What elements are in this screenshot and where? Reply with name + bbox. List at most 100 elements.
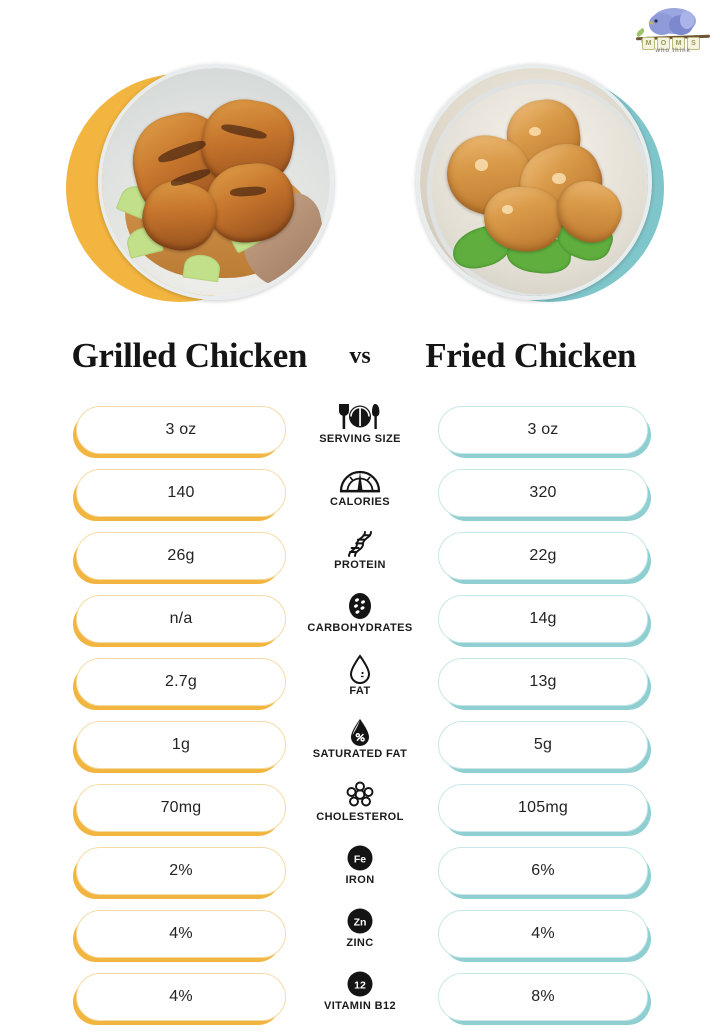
grilled-chicken-photo [98,64,334,300]
site-logo[interactable]: M O M S who think [634,6,712,66]
nutrient-label: CALORIES [329,496,391,508]
table-row: 4% Zn ZINC 4% [0,906,720,969]
left-value-pill[interactable]: 1g [76,721,286,769]
logo-letter: S [687,37,700,50]
logo-letter: O [657,37,670,50]
table-row: 2.7g FAT 13g [0,654,720,717]
nutrient-label: PROTEIN [334,559,386,571]
bird-on-branch-icon: M O M S [634,6,712,50]
nutrient-label-group: SERVING SIZE [290,402,430,465]
nutrient-label: SERVING SIZE [319,433,401,445]
right-value: 320 [529,484,557,501]
grilled-chicken-photo-block [48,58,348,316]
left-value: 4% [169,925,193,942]
left-value-pill[interactable]: 4% [76,910,286,958]
svg-text:Fe: Fe [354,853,366,865]
nutrient-label-group: CARBOHYDRATES [290,591,430,654]
nutrient-label: FAT [349,685,371,697]
title-left: Grilled Chicken [71,336,308,375]
b12-badge-icon: 12 [346,969,374,999]
right-value: 8% [531,988,555,1005]
nutrient-label-group: 12 VITAMIN B12 [290,969,430,1032]
table-row: 4% 12 VITAMIN B12 8% [0,969,720,1032]
right-value-pill[interactable]: 320 [438,469,648,517]
right-value: 5g [533,736,553,753]
svg-text:12: 12 [354,979,366,991]
right-value-pill[interactable]: 105mg [438,784,648,832]
right-value: 22g [529,547,557,564]
logo-tagline: who think [655,48,691,54]
zn-badge-icon: Zn [346,906,374,936]
nutrient-label-group: CHOLESTEROL [290,780,430,843]
table-row: 3 oz SERVING SIZE 3 oz [0,402,720,465]
droplet-outline-icon [348,654,372,684]
grain-bread-icon [345,591,375,621]
left-value: 70mg [160,799,202,816]
right-value-pill[interactable]: 6% [438,847,648,895]
fried-chicken-photo [416,64,652,300]
right-value: 3 oz [527,421,559,438]
table-row: 26g PROTEIN 22g [0,528,720,591]
right-value-pill[interactable]: 3 oz [438,406,648,454]
nutrition-comparison-table: 3 oz SERVING SIZE 3 oz 140 [0,402,720,1032]
left-value: 2.7g [165,673,197,690]
right-value: 13g [529,673,557,690]
left-value: 4% [169,988,193,1005]
left-value: 26g [167,547,195,564]
left-value-pill[interactable]: 4% [76,973,286,1021]
left-value: 140 [167,484,195,501]
right-value-pill[interactable]: 22g [438,532,648,580]
left-value-pill[interactable]: 26g [76,532,286,580]
right-value: 105mg [518,799,568,816]
dna-helix-icon [343,528,377,558]
nutrient-label-group: CALORIES [290,465,430,528]
left-value: 2% [169,862,193,879]
gauge-icon [338,465,382,495]
nutrient-label-group: Zn ZINC [290,906,430,969]
title-right: Fried Chicken [425,336,637,375]
logo-letter: M [672,37,685,50]
left-value-pill[interactable]: 3 oz [76,406,286,454]
fried-chicken-photo-block [388,58,688,316]
left-value-pill[interactable]: n/a [76,595,286,643]
right-value-pill[interactable]: 8% [438,973,648,1021]
svg-text:Zn: Zn [354,916,367,928]
left-value-pill[interactable]: 2.7g [76,658,286,706]
droplet-percent-icon [348,717,372,747]
nutrient-label-group: SATURATED FAT [290,717,430,780]
fe-badge-icon: Fe [346,843,374,873]
nutrient-label: SATURATED FAT [312,748,408,760]
logo-letter-tiles: M O M S [642,37,700,50]
logo-letter: M [642,37,655,50]
comparison-title: Grilled Chicken vs Fried Chicken [0,330,720,382]
nutrient-label-group: Fe IRON [290,843,430,906]
nutrient-label: IRON [345,874,375,886]
hero-photos [0,58,720,316]
nutrient-label: VITAMIN B12 [323,1000,397,1012]
right-value: 4% [531,925,555,942]
plate-fork-knife-icon [337,402,383,432]
table-row: 70mg CHOLESTEROL 105mg [0,780,720,843]
table-row: 2% Fe IRON 6% [0,843,720,906]
right-value-pill[interactable]: 5g [438,721,648,769]
nutrient-label-group: FAT [290,654,430,717]
table-row: 140 CALORIES 320 [0,465,720,528]
right-value-pill[interactable]: 4% [438,910,648,958]
molecule-cluster-icon [345,780,375,810]
left-value-pill[interactable]: 140 [76,469,286,517]
right-value-pill[interactable]: 13g [438,658,648,706]
title-vs: vs [349,342,371,369]
table-row: n/a CARBOHYDRATES 14g [0,591,720,654]
table-row: 1g SATURATED FAT 5g [0,717,720,780]
right-value: 14g [529,610,557,627]
nutrient-label-group: PROTEIN [290,528,430,591]
left-value-pill[interactable]: 2% [76,847,286,895]
left-value-pill[interactable]: 70mg [76,784,286,832]
left-value: n/a [169,610,193,627]
left-value: 3 oz [165,421,197,438]
left-value: 1g [171,736,191,753]
nutrient-label: CARBOHYDRATES [307,622,413,634]
right-value-pill[interactable]: 14g [438,595,648,643]
nutrient-label: ZINC [346,937,374,949]
